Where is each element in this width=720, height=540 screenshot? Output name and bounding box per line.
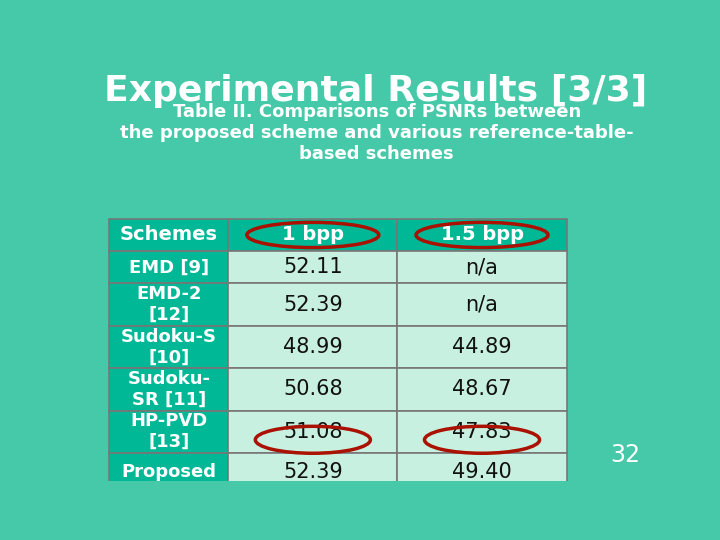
Bar bbox=[228, 453, 397, 491]
Text: 1.5 bpp: 1.5 bpp bbox=[441, 226, 523, 245]
Text: 50.68: 50.68 bbox=[283, 380, 343, 400]
Bar bbox=[109, 251, 228, 284]
Bar bbox=[109, 284, 228, 326]
Bar bbox=[228, 251, 397, 284]
Bar bbox=[397, 410, 567, 453]
Bar bbox=[109, 219, 228, 251]
Text: 47.83: 47.83 bbox=[452, 422, 512, 442]
Text: n/a: n/a bbox=[466, 295, 498, 315]
Bar bbox=[397, 284, 567, 326]
Bar bbox=[397, 219, 567, 251]
Bar bbox=[109, 326, 228, 368]
Bar bbox=[397, 453, 567, 491]
Bar bbox=[397, 251, 567, 284]
Text: 32: 32 bbox=[611, 443, 640, 467]
Bar bbox=[109, 410, 228, 453]
Text: Table II. Comparisons of PSNRs between
the proposed scheme and various reference: Table II. Comparisons of PSNRs between t… bbox=[120, 103, 634, 163]
Bar bbox=[397, 326, 567, 368]
Text: EMD-2
[12]: EMD-2 [12] bbox=[136, 285, 202, 324]
Text: 52.11: 52.11 bbox=[283, 258, 343, 278]
Text: 48.99: 48.99 bbox=[283, 337, 343, 357]
Text: Sudoku-S
[10]: Sudoku-S [10] bbox=[121, 328, 217, 367]
Text: 48.67: 48.67 bbox=[452, 380, 512, 400]
Text: Schemes: Schemes bbox=[120, 226, 218, 245]
Text: 1 bpp: 1 bpp bbox=[282, 226, 344, 245]
Bar bbox=[228, 284, 397, 326]
Text: Sudoku-
SR [11]: Sudoku- SR [11] bbox=[127, 370, 210, 409]
Text: n/a: n/a bbox=[466, 258, 498, 278]
Bar bbox=[228, 410, 397, 453]
Bar bbox=[109, 368, 228, 410]
Text: EMD [9]: EMD [9] bbox=[129, 258, 209, 276]
Bar bbox=[228, 326, 397, 368]
Text: 52.39: 52.39 bbox=[283, 295, 343, 315]
Text: 44.89: 44.89 bbox=[452, 337, 512, 357]
Text: HP-PVD
[13]: HP-PVD [13] bbox=[130, 413, 207, 451]
Text: Experimental Results [3/3]: Experimental Results [3/3] bbox=[104, 74, 647, 108]
Bar bbox=[228, 368, 397, 410]
Text: 52.39: 52.39 bbox=[283, 462, 343, 482]
Text: 49.40: 49.40 bbox=[452, 462, 512, 482]
Text: Proposed: Proposed bbox=[121, 463, 216, 481]
Bar bbox=[228, 219, 397, 251]
Text: 51.08: 51.08 bbox=[283, 422, 343, 442]
Bar bbox=[109, 453, 228, 491]
Bar bbox=[397, 368, 567, 410]
